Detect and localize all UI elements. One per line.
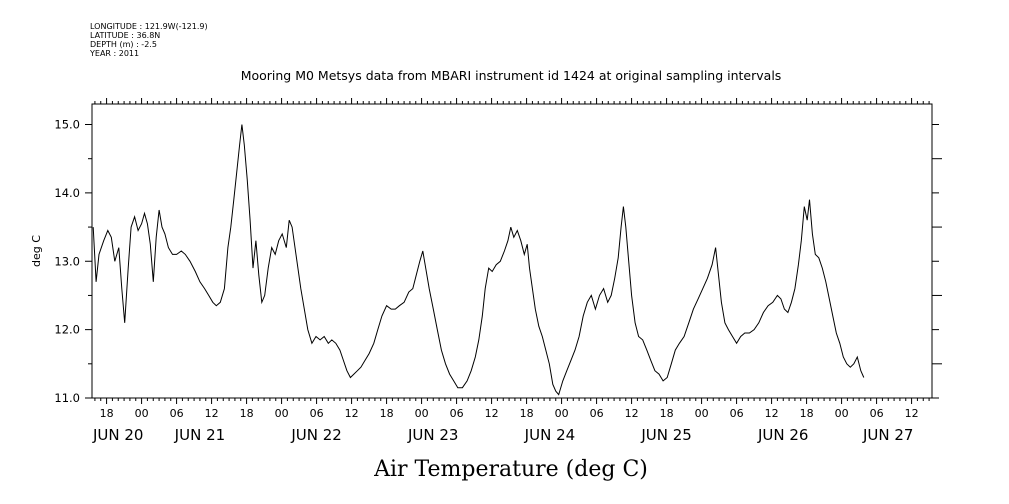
x-tick-label: 00	[835, 407, 849, 420]
y-tick-label: 12.0	[54, 323, 80, 337]
x-tick-label: 18	[240, 407, 254, 420]
y-tick-label: 14.0	[54, 186, 80, 200]
air-temperature-series-line	[92, 124, 865, 396]
x-tick-label: 12	[905, 407, 919, 420]
x-tick-label: 12	[205, 407, 219, 420]
y-axis: 11.0 12.0 13.0 14.0 15.0	[54, 118, 939, 405]
day-label: JUN 20	[92, 426, 143, 444]
x-tick-label: 18	[100, 407, 114, 420]
x-tick-label: 06	[450, 407, 464, 420]
x-tick-label: 00	[275, 407, 289, 420]
x-tick-label: 12	[625, 407, 639, 420]
x-tick-label: 06	[590, 407, 604, 420]
x-axis: 18 00 06 12 18 00 06 12 18 00 06 12 18 00 06 12 18 00 06 12…	[92, 407, 919, 444]
y-tick-label: 15.0	[54, 118, 80, 132]
latitude-text: LATITUDE : 36.8N	[90, 31, 161, 40]
day-label: JUN 25	[640, 426, 691, 444]
day-label: JUN 21	[174, 426, 225, 444]
x-tick-label: 06	[870, 407, 884, 420]
plot-frame	[91, 103, 933, 399]
day-label: JUN 24	[524, 426, 575, 444]
day-label: JUN 26	[757, 426, 808, 444]
y-tick-label: 13.0	[54, 254, 80, 268]
x-tick-label: 18	[660, 407, 674, 420]
chart-title: Mooring M0 Metsys data from MBARI instru…	[241, 68, 782, 83]
x-tick-label: 00	[135, 407, 149, 420]
x-tick-label: 12	[765, 407, 779, 420]
x-tick-label: 00	[555, 407, 569, 420]
x-axis-label: Air Temperature (deg C)	[373, 457, 648, 482]
x-tick-label: 18	[520, 407, 534, 420]
depth-text: DEPTH (m) : -2.5	[90, 40, 157, 49]
year-text: YEAR : 2011	[90, 49, 140, 58]
x-tick-label: 00	[415, 407, 429, 420]
day-label: JUN 27	[862, 426, 913, 444]
y-tick-label: 11.0	[54, 391, 80, 405]
x-tick-label: 06	[730, 407, 744, 420]
x-tick-label: 06	[170, 407, 184, 420]
x-tick-label: 18	[380, 407, 394, 420]
y-axis-label: deg C	[30, 235, 43, 267]
minor-ticks	[88, 98, 942, 404]
day-label: JUN 23	[407, 426, 458, 444]
x-tick-label: 06	[310, 407, 324, 420]
x-tick-label: 18	[800, 407, 814, 420]
x-tick-label: 12	[485, 407, 499, 420]
longitude-text: LONGITUDE : 121.9W(-121.9)	[90, 22, 208, 31]
x-tick-label: 00	[695, 407, 709, 420]
x-tick-label: 12	[345, 407, 359, 420]
station-metadata: LONGITUDE : 121.9W(-121.9) LATITUDE : 36…	[90, 22, 208, 58]
day-label: JUN 22	[290, 426, 341, 444]
